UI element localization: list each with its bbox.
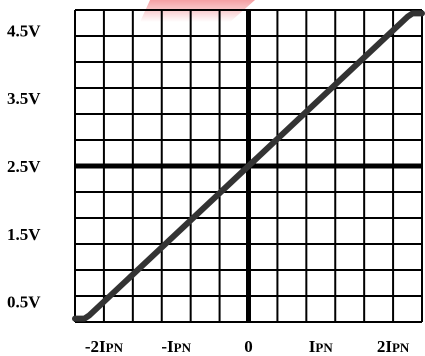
x-tick-label: 0: [244, 337, 253, 356]
x-tick-label: -IPN: [161, 337, 191, 356]
series-layer: [72, 10, 425, 322]
x-tick-label: 2IPN: [377, 337, 410, 356]
x-tick-label: IPN: [309, 337, 334, 356]
y-tick-label: 4.5V: [7, 21, 41, 40]
y-tick-labels: 0.5V 1.5V 2.5V 3.5V 4.5V: [7, 21, 41, 311]
y-tick-label: 0.5V: [7, 293, 41, 312]
y-tick-label: 1.5V: [7, 225, 41, 244]
y-tick-label: 2.5V: [7, 157, 41, 176]
x-tick-labels: -2IPN -IPN 0 IPN 2IPN: [85, 337, 410, 356]
y-tick-label: 3.5V: [7, 89, 41, 108]
x-tick-label: -2IPN: [85, 337, 124, 356]
output-transfer-line: [72, 10, 425, 322]
